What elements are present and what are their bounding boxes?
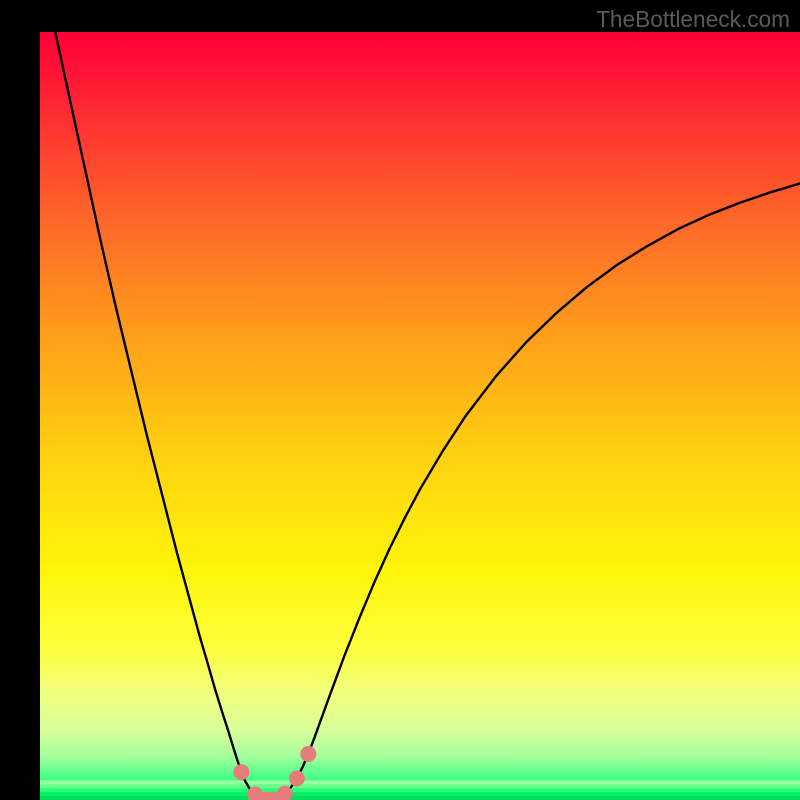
green-band-stripe: [40, 792, 800, 796]
data-point-marker: [289, 770, 305, 786]
watermark-text: TheBottleneck.com: [596, 6, 790, 33]
green-band-stripe: [40, 784, 800, 788]
chart-svg: [0, 0, 800, 800]
data-point-marker: [233, 764, 249, 780]
plot-background-gradient: [40, 32, 800, 800]
green-band-stripe: [40, 796, 800, 800]
data-point-marker: [300, 746, 316, 762]
green-band-stripe: [40, 788, 800, 792]
green-band-stripe: [40, 780, 800, 784]
chart-container: TheBottleneck.com: [0, 0, 800, 800]
